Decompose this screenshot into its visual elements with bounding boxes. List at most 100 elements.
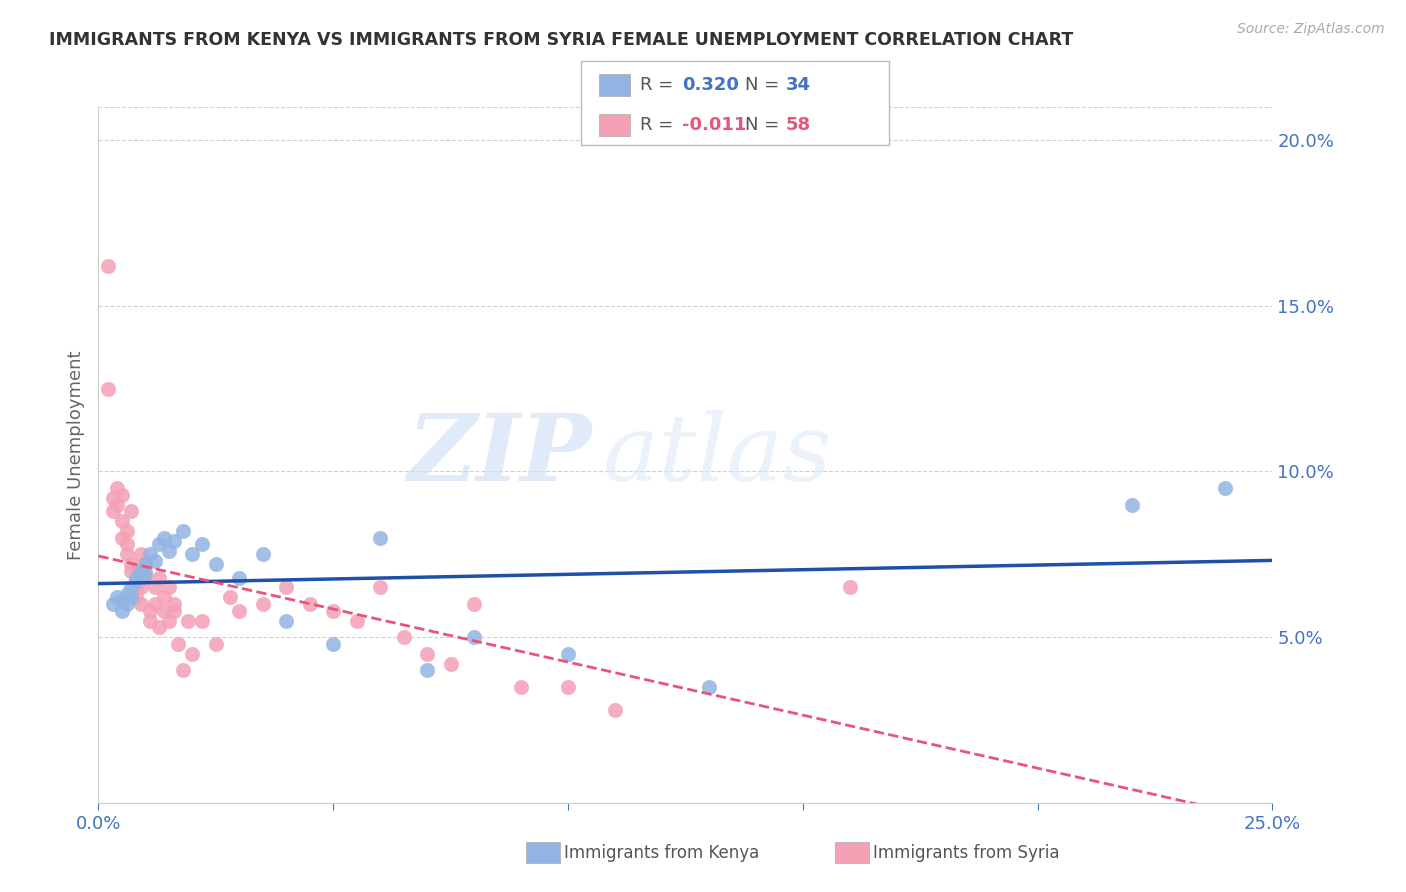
Point (463, 597, 485, 611)
Point (139, 547, 162, 561)
Point (228, 570, 250, 584)
Text: -0.011: -0.011 (682, 116, 747, 134)
Point (148, 537, 170, 551)
Point (125, 581, 148, 595)
Text: N =: N = (745, 116, 785, 134)
Text: Immigrants from Syria: Immigrants from Syria (873, 844, 1060, 862)
Point (176, 614, 198, 628)
Point (134, 558, 156, 572)
Point (105, 498, 128, 512)
Point (115, 537, 138, 551)
Text: ZIP: ZIP (408, 410, 592, 500)
Point (129, 581, 152, 595)
Point (139, 614, 162, 628)
Point (105, 591, 128, 605)
Point (134, 570, 156, 584)
Point (111, 604, 134, 618)
Point (1121, 498, 1143, 512)
Point (190, 537, 212, 551)
Point (129, 564, 152, 578)
Point (205, 558, 228, 572)
Point (111, 593, 134, 607)
Point (368, 581, 391, 595)
Point (134, 558, 156, 572)
Point (125, 570, 148, 584)
Y-axis label: Female Unemployment: Female Unemployment (66, 351, 84, 559)
Point (557, 647, 579, 661)
Point (276, 614, 298, 628)
Point (157, 614, 180, 628)
Point (219, 591, 242, 605)
Point (228, 604, 250, 618)
Text: R =: R = (640, 76, 679, 94)
Point (101, 491, 124, 505)
Point (120, 504, 142, 518)
Text: 58: 58 (786, 116, 811, 134)
Point (205, 637, 228, 651)
Text: IMMIGRANTS FROM KENYA VS IMMIGRANTS FROM SYRIA FEMALE UNEMPLOYMENT CORRELATION C: IMMIGRANTS FROM KENYA VS IMMIGRANTS FROM… (49, 31, 1073, 49)
Point (115, 524, 138, 538)
Point (392, 630, 415, 644)
Text: R =: R = (640, 116, 679, 134)
Text: N =: N = (745, 76, 785, 94)
Point (181, 547, 204, 561)
Point (120, 558, 142, 572)
Text: 34: 34 (786, 76, 811, 94)
Point (97, 382, 120, 396)
Point (172, 663, 194, 677)
Point (125, 570, 148, 584)
Point (111, 531, 134, 545)
Point (276, 581, 298, 595)
Point (162, 604, 184, 618)
Point (252, 597, 274, 611)
Point (134, 567, 156, 582)
Text: Source: ZipAtlas.com: Source: ZipAtlas.com (1237, 22, 1385, 37)
Point (368, 531, 391, 545)
Point (172, 524, 194, 538)
Point (162, 534, 184, 549)
Point (157, 544, 180, 558)
Point (97, 259, 120, 273)
Point (346, 614, 368, 628)
Point (125, 591, 148, 605)
Point (463, 630, 485, 644)
Point (105, 481, 128, 495)
Point (153, 604, 176, 618)
Point (115, 597, 138, 611)
Point (157, 581, 180, 595)
Point (120, 581, 142, 595)
Point (416, 647, 439, 661)
Point (838, 581, 860, 595)
Point (143, 554, 166, 568)
Point (134, 564, 156, 578)
Point (298, 597, 321, 611)
Point (162, 597, 184, 611)
Point (167, 637, 190, 651)
Point (111, 514, 134, 528)
Point (111, 488, 134, 502)
Point (139, 604, 162, 618)
Point (101, 597, 124, 611)
Point (143, 581, 166, 595)
Point (697, 680, 720, 694)
Point (190, 614, 212, 628)
Point (120, 564, 142, 578)
Point (115, 547, 138, 561)
Point (440, 657, 463, 671)
Point (129, 547, 152, 561)
Point (115, 587, 138, 601)
Point (101, 504, 124, 518)
Text: 0.320: 0.320 (682, 76, 738, 94)
Point (1215, 481, 1237, 495)
Point (181, 647, 204, 661)
Point (557, 680, 579, 694)
Point (129, 597, 152, 611)
Point (120, 591, 142, 605)
Point (603, 703, 626, 717)
Point (148, 620, 170, 634)
Point (153, 591, 176, 605)
Point (322, 637, 344, 651)
Point (125, 574, 148, 588)
Point (510, 680, 533, 694)
Point (153, 531, 176, 545)
